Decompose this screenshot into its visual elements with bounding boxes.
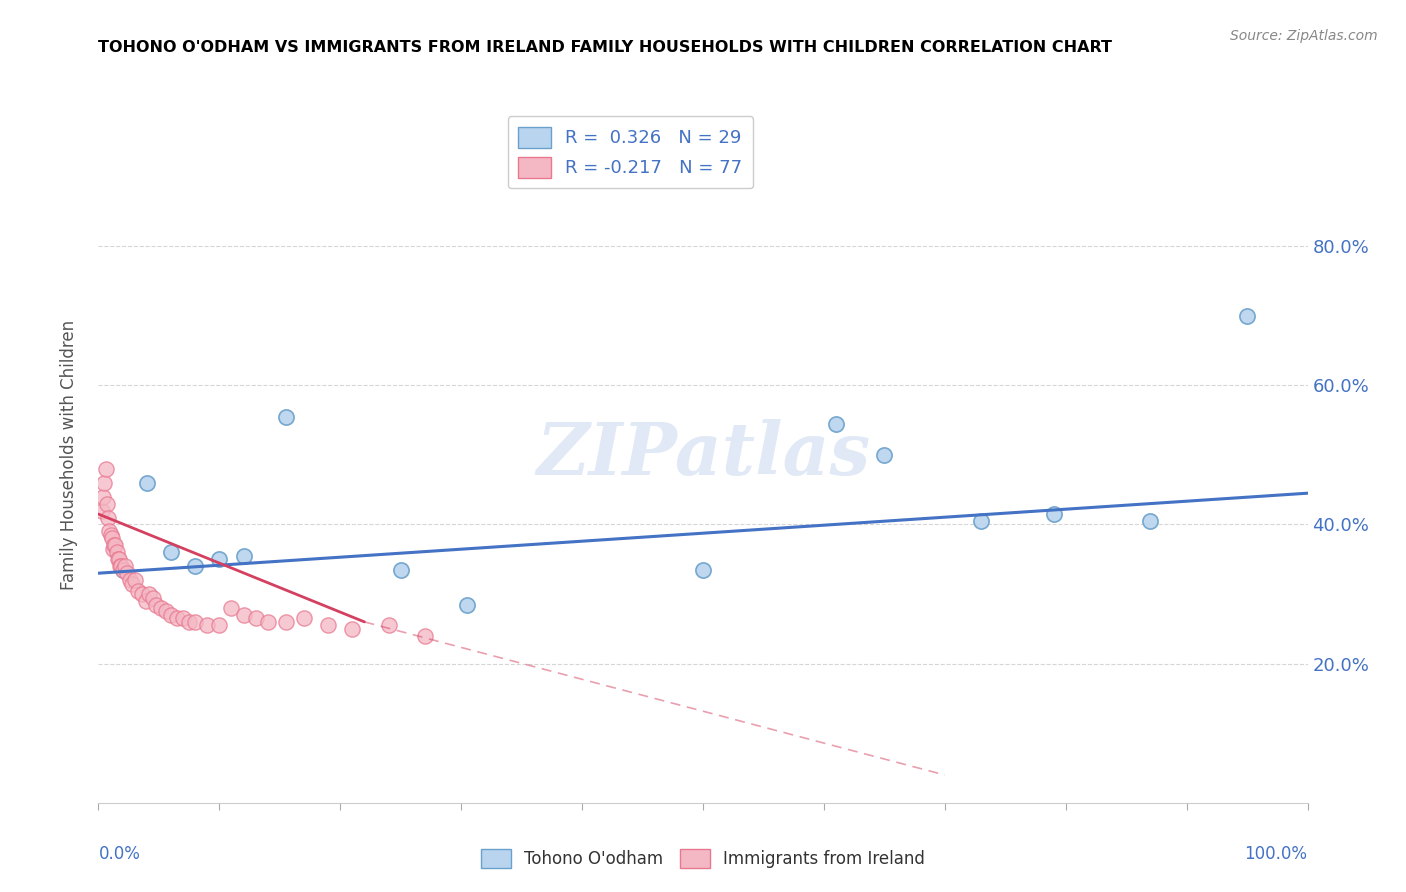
Point xyxy=(91,503,114,517)
Point xyxy=(96,497,118,511)
Point xyxy=(825,417,848,431)
Point xyxy=(138,587,160,601)
Point xyxy=(208,618,231,632)
Point xyxy=(274,409,297,424)
Point xyxy=(108,559,131,574)
Point xyxy=(184,615,207,629)
Point xyxy=(93,475,115,490)
Point xyxy=(221,601,243,615)
Point xyxy=(91,490,114,504)
Point xyxy=(135,594,157,608)
Text: Source: ZipAtlas.com: Source: ZipAtlas.com xyxy=(1230,29,1378,43)
Point xyxy=(111,563,134,577)
Point xyxy=(292,611,315,625)
Point xyxy=(160,607,183,622)
Point xyxy=(456,598,478,612)
Point xyxy=(101,541,124,556)
Point xyxy=(100,532,122,546)
Text: 100.0%: 100.0% xyxy=(1244,845,1308,863)
Point xyxy=(118,573,141,587)
Point xyxy=(873,448,896,462)
Point xyxy=(94,462,117,476)
Point xyxy=(232,549,254,563)
Point xyxy=(274,615,297,629)
Point xyxy=(100,528,122,542)
Text: 0.0%: 0.0% xyxy=(98,845,141,863)
Point xyxy=(107,552,129,566)
Point xyxy=(692,563,714,577)
Point xyxy=(97,510,120,524)
Point xyxy=(103,538,125,552)
Point xyxy=(114,559,136,574)
Point xyxy=(155,605,177,619)
Point xyxy=(389,563,412,577)
Point xyxy=(98,524,121,539)
Point xyxy=(413,629,436,643)
Point xyxy=(131,587,153,601)
Point xyxy=(135,475,157,490)
Point xyxy=(117,566,139,581)
Point xyxy=(1236,309,1258,323)
Point xyxy=(111,563,134,577)
Point xyxy=(245,611,267,625)
Point xyxy=(127,583,149,598)
Point xyxy=(104,538,127,552)
Point xyxy=(145,598,167,612)
Point xyxy=(172,611,194,625)
Point xyxy=(142,591,165,605)
Point xyxy=(377,618,399,632)
Point xyxy=(121,576,143,591)
Point xyxy=(110,559,132,574)
Point xyxy=(1042,507,1064,521)
Point xyxy=(970,514,993,528)
Point xyxy=(1139,514,1161,528)
Point xyxy=(184,559,207,574)
Point xyxy=(124,573,146,587)
Y-axis label: Family Households with Children: Family Households with Children xyxy=(59,320,77,590)
Point xyxy=(160,545,183,559)
Legend: Tohono O'odham, Immigrants from Ireland: Tohono O'odham, Immigrants from Ireland xyxy=(474,842,932,874)
Point xyxy=(256,615,278,629)
Point xyxy=(179,615,201,629)
Point xyxy=(166,611,188,625)
Point xyxy=(108,552,131,566)
Point xyxy=(150,601,173,615)
Point xyxy=(316,618,339,632)
Point xyxy=(208,552,231,566)
Text: TOHONO O'ODHAM VS IMMIGRANTS FROM IRELAND FAMILY HOUSEHOLDS WITH CHILDREN CORREL: TOHONO O'ODHAM VS IMMIGRANTS FROM IRELAN… xyxy=(98,40,1112,55)
Point xyxy=(232,607,254,622)
Point xyxy=(195,618,218,632)
Point xyxy=(342,622,364,636)
Text: ZIPatlas: ZIPatlas xyxy=(536,419,870,491)
Point xyxy=(105,545,128,559)
